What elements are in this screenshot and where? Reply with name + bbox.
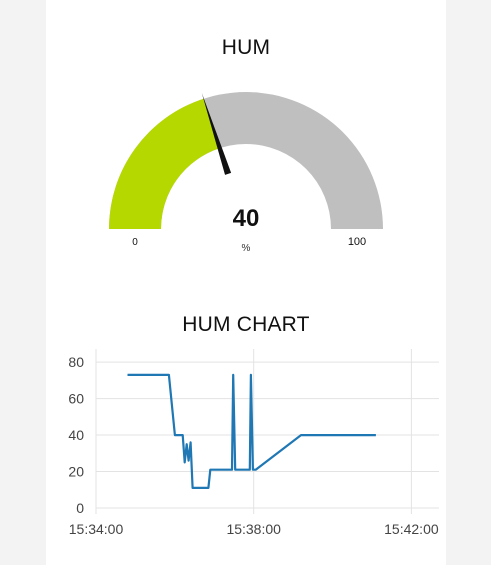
dashboard-card: HUM 40 % 0 100 HUM CHART 0 20 40 60 80 15:34… [46,0,446,565]
y-tick-label: 80 [68,354,84,370]
y-axis-ticks: 0 20 40 60 80 [68,354,84,516]
gauge-min-label: 0 [132,237,138,248]
gauge-fill [109,98,220,229]
series-line [127,373,376,489]
x-axis-ticks: 15:34:00 15:38:00 15:42:00 [69,521,439,537]
y-tick-label: 0 [76,500,84,516]
chart-title: HUM CHART [182,313,310,336]
y-tick-label: 20 [68,464,84,480]
gauge-title: HUM [221,36,271,59]
x-tick-label: 15:42:00 [384,521,439,537]
x-tick-label: 15:38:00 [226,521,281,537]
gauge-needle [201,92,232,175]
y-tick-label: 60 [68,391,84,407]
chart-grid [95,349,439,514]
gauge-unit: % [242,243,251,254]
gauge-value: 40 [233,205,260,232]
y-tick-label: 40 [68,427,84,443]
gauge-max-label: 100 [348,236,366,248]
x-tick-label: 15:34:00 [69,521,124,537]
humidity-line-chart: 0 20 40 60 80 15:34:00 15:38:00 15:42:00 [68,349,439,537]
humidity-gauge: 40 % 0 100 [109,92,383,254]
